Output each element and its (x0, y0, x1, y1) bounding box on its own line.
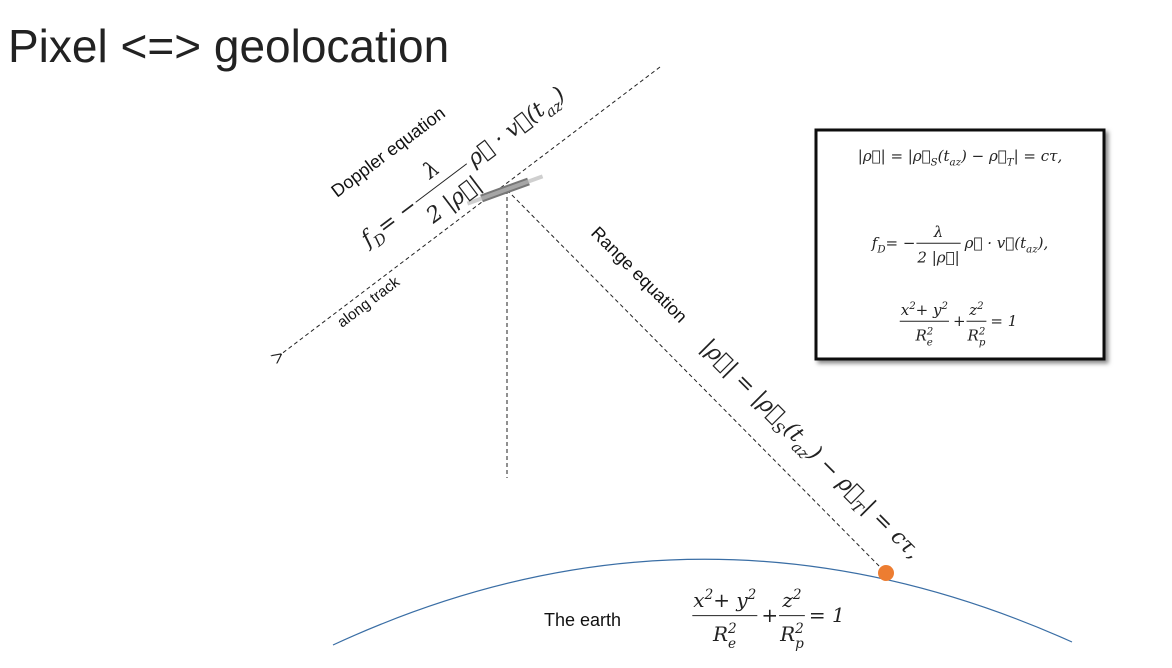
target-point (878, 565, 894, 581)
along-track-label: along track (334, 273, 403, 331)
math-text: ) − ρ⃗ (802, 441, 868, 507)
math-text: | = cτ, (1014, 147, 1063, 165)
math-text: x (901, 301, 910, 319)
fraction-numerator: λ (418, 156, 445, 185)
math-text: D (876, 245, 885, 256)
range-line (506, 189, 886, 573)
math-text: x (693, 588, 704, 612)
fraction-bar (415, 163, 468, 203)
math-text: + y (916, 301, 942, 319)
math-text: T (1007, 158, 1015, 169)
math-text: R (712, 622, 728, 646)
math-text: + y (713, 588, 748, 612)
math-text: 2 (747, 587, 757, 603)
math-text: = 1 (990, 312, 1017, 330)
math-text: R (967, 326, 979, 344)
math-text: 2 (727, 621, 737, 637)
math-text: 2 (940, 301, 947, 312)
math-text: 2 |ρ⃗| (916, 248, 959, 266)
math-text: 2 (704, 587, 714, 603)
math-text: p (795, 636, 804, 652)
math-text: + (761, 603, 778, 627)
along-track-line (280, 66, 661, 355)
math-text: ρ⃗ · v⃗(t (964, 234, 1027, 252)
math-text: 2 (908, 301, 915, 312)
math-text: az (950, 158, 962, 169)
math-text: ), (1037, 234, 1049, 252)
math-text: ρ⃗ · v⃗(t (462, 97, 550, 172)
math-text: = − (886, 234, 916, 252)
equation-box (814, 128, 1106, 361)
math-text: az (1026, 245, 1038, 256)
range-label: Range equation (587, 223, 691, 327)
math-text: R (914, 326, 926, 344)
math-text: z (781, 588, 793, 612)
math-text: = 1 (809, 603, 845, 627)
fraction-numerator: λ (933, 223, 944, 241)
math-text: e (728, 636, 736, 652)
equation: |ρ⃗| = |ρ⃗S(taz) − ρ⃗T| = cτ, (696, 335, 926, 565)
math-text: |ρ⃗| = |ρ⃗ (858, 147, 931, 165)
math-text: S (931, 158, 938, 169)
math-text: 2 (926, 326, 933, 337)
math-text: e (927, 338, 933, 349)
math-text: λ (933, 223, 944, 241)
earth-arc (332, 558, 1073, 646)
doppler-label: Doppler equation (327, 103, 449, 201)
math-text: R (779, 622, 795, 646)
math-text: 2 (976, 301, 983, 312)
math-text: f (871, 234, 880, 252)
math-text: ) − ρ⃗ (960, 147, 1007, 165)
math-text: z (968, 301, 977, 319)
satellite (466, 174, 544, 206)
fraction-denominator: 2 |ρ⃗| (916, 248, 959, 266)
math-text: (t (938, 147, 951, 165)
math-text: p (979, 338, 986, 349)
math-text: λ (418, 156, 445, 185)
slide-title: Pixel <=> geolocation (8, 20, 449, 72)
math-text: 2 (792, 587, 802, 603)
math-text: |ρ⃗| = |ρ⃗ (696, 335, 789, 428)
earth-label: The earth (544, 610, 621, 630)
satellite-panel (466, 174, 544, 206)
math-text: 2 (978, 326, 985, 337)
math-text: + (953, 312, 966, 330)
math-text: 2 (794, 621, 804, 637)
